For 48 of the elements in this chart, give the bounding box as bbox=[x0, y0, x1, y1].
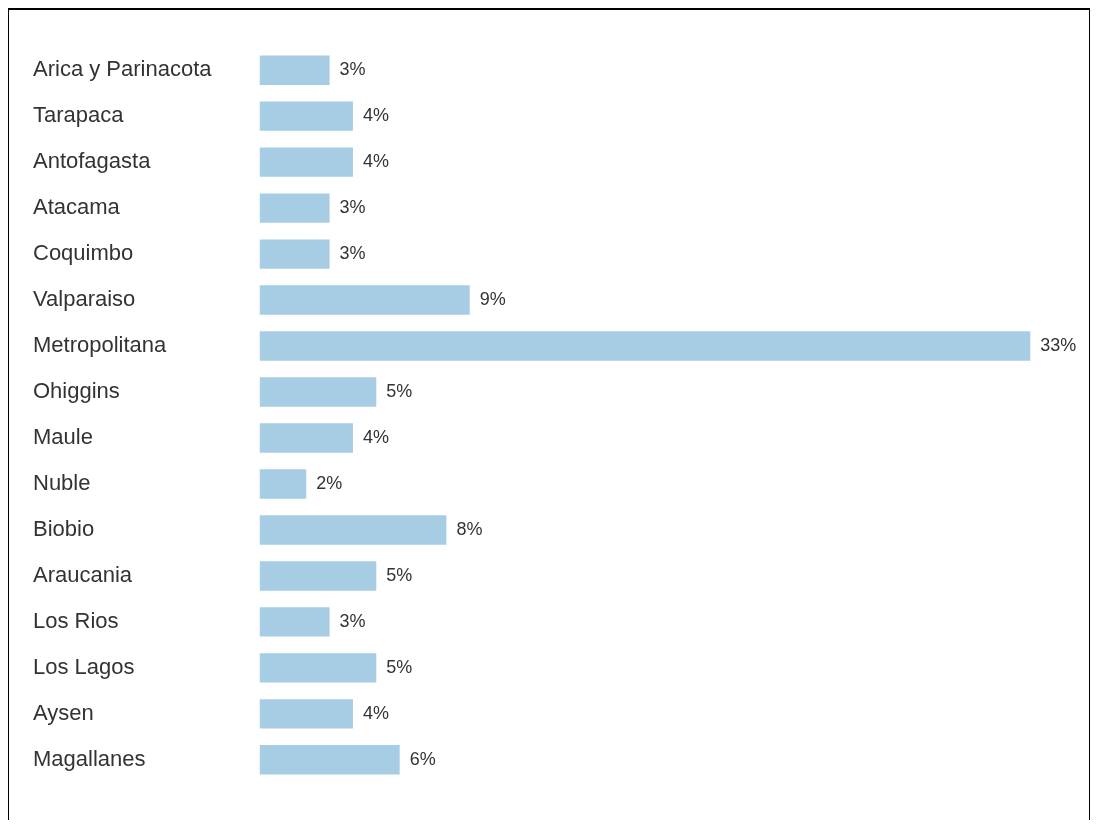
y-tick-label: Araucania bbox=[33, 561, 133, 587]
data-label: 5% bbox=[386, 656, 413, 677]
y-tick-label: Coquimbo bbox=[33, 240, 134, 266]
data-label: 6% bbox=[409, 748, 436, 769]
data-label: 3% bbox=[339, 610, 366, 631]
data-label: 2% bbox=[316, 472, 343, 493]
data-label: 4% bbox=[362, 151, 389, 172]
bar bbox=[259, 607, 330, 637]
data-label: 3% bbox=[339, 59, 366, 80]
bar bbox=[259, 147, 353, 177]
y-tick-label: Valparaiso bbox=[33, 286, 136, 312]
data-label: 9% bbox=[479, 289, 506, 310]
y-tick-label: Aysen bbox=[33, 699, 94, 725]
bar bbox=[259, 377, 377, 407]
bar bbox=[259, 423, 353, 453]
bar bbox=[259, 699, 353, 729]
data-label: 5% bbox=[386, 380, 413, 401]
y-tick-label: Nuble bbox=[33, 470, 91, 496]
bar bbox=[259, 55, 330, 85]
y-tick-label: Los Lagos bbox=[33, 653, 135, 679]
y-tick-label: Metropolitana bbox=[33, 332, 168, 358]
y-tick-label: Ohiggins bbox=[33, 378, 120, 404]
data-label: 4% bbox=[362, 105, 389, 126]
bar bbox=[259, 653, 377, 683]
data-label: 4% bbox=[362, 426, 389, 447]
bar bbox=[259, 239, 330, 269]
bar bbox=[259, 331, 1031, 361]
y-tick-label: Biobio bbox=[33, 516, 95, 541]
data-label: 33% bbox=[1040, 335, 1077, 356]
y-tick-label: Arica y Parinacota bbox=[33, 56, 213, 82]
bar bbox=[259, 193, 330, 223]
data-label: 4% bbox=[362, 702, 389, 723]
y-tick-label: Los Rios bbox=[33, 607, 119, 633]
y-tick-label: Tarapaca bbox=[33, 102, 125, 128]
bar bbox=[259, 515, 447, 545]
data-label: 3% bbox=[339, 197, 366, 218]
y-tick-label: Maule bbox=[33, 424, 93, 450]
data-label: 5% bbox=[386, 564, 413, 585]
data-label: 3% bbox=[339, 243, 366, 264]
y-tick-label: Magallanes bbox=[33, 745, 146, 771]
bar bbox=[259, 101, 353, 131]
bar bbox=[259, 469, 307, 499]
y-tick-label: Atacama bbox=[33, 194, 121, 220]
y-tick-label: Antofagasta bbox=[33, 148, 152, 174]
bar bbox=[259, 745, 400, 775]
bar bbox=[259, 561, 377, 591]
bar bbox=[259, 285, 470, 315]
data-label: 8% bbox=[456, 518, 483, 539]
